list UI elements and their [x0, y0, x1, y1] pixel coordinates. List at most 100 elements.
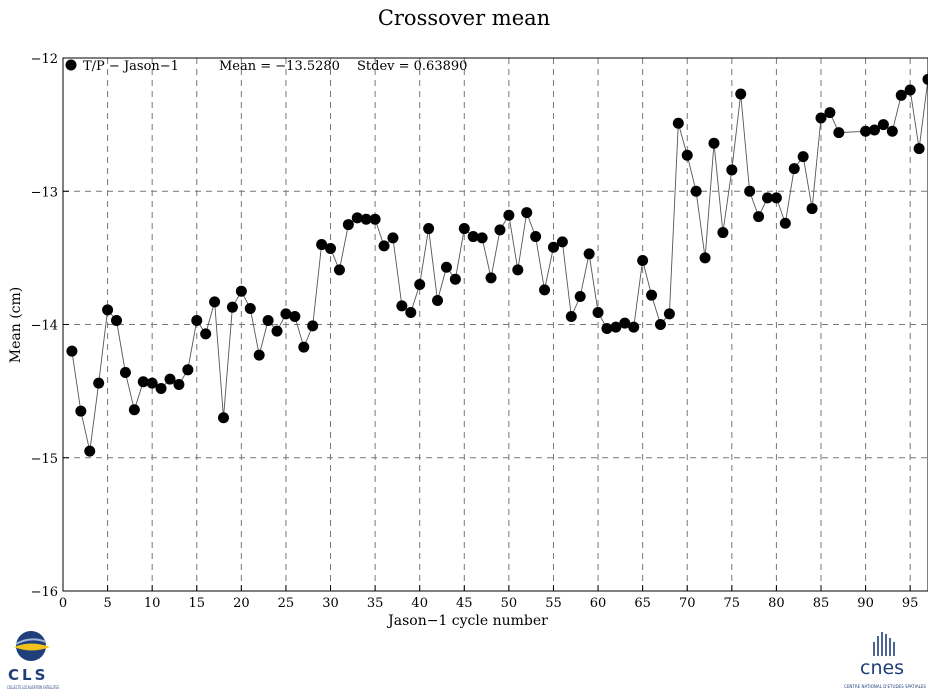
data-point: [744, 185, 756, 197]
grid-lines: [63, 58, 928, 591]
legend-label: T/P − Jason−1: [83, 59, 179, 74]
data-point: [423, 223, 435, 235]
y-tick-label: −13: [31, 185, 58, 200]
cnes-logo-sub: CENTRE NATIONAL D'ETUDES SPATIALES: [844, 684, 926, 689]
data-point: [904, 84, 916, 96]
y-tick-label: −16: [31, 585, 58, 600]
x-tick-label: 75: [724, 596, 741, 611]
data-point: [761, 192, 773, 204]
data-point: [708, 137, 720, 149]
legend: T/P − Jason−1 Mean = −13.5280 Stdev = 0.…: [65, 59, 467, 74]
data-point: [628, 321, 640, 333]
x-axis-label: Jason−1 cycle number: [386, 613, 548, 629]
data-point: [610, 321, 622, 333]
data-point: [913, 143, 925, 155]
data-point: [717, 227, 729, 239]
data-point: [770, 192, 782, 204]
data-point: [681, 149, 693, 161]
data-point: [779, 217, 791, 229]
chart-title: Crossover mean: [377, 6, 551, 30]
data-point: [485, 272, 497, 284]
mean-label: Mean = −13.5280: [219, 59, 340, 74]
data-point: [877, 119, 889, 131]
data-point: [922, 73, 928, 85]
data-point: [663, 308, 675, 320]
data-point: [164, 373, 176, 385]
data-point: [886, 125, 898, 137]
data-point: [458, 223, 470, 235]
data-point: [75, 405, 87, 417]
data-point: [565, 311, 577, 323]
data-point: [155, 382, 167, 394]
data-point: [788, 163, 800, 175]
data-point: [726, 164, 738, 176]
x-tick-label: 30: [322, 596, 339, 611]
y-tick-label: −12: [31, 52, 58, 67]
data-point: [325, 243, 337, 255]
data-point: [387, 232, 399, 244]
data-point: [414, 279, 426, 291]
data-point: [521, 207, 533, 219]
x-tick-label: 55: [545, 596, 562, 611]
data-point: [182, 364, 194, 376]
data-point: [66, 345, 78, 357]
cnes-emblem-icon: [873, 632, 895, 656]
data-point: [378, 240, 390, 252]
x-tick-labels: 0 5 10 15 20 25 30 35 40 45 50 55 60 65 70 75 80 85 90 95: [59, 596, 919, 611]
data-point: [735, 88, 747, 100]
cls-logo-name: CLS: [8, 666, 48, 684]
data-point: [405, 307, 417, 319]
data-point: [440, 261, 452, 273]
data-point: [619, 317, 631, 329]
x-tick-label: 45: [456, 596, 473, 611]
x-tick-label: 95: [902, 596, 919, 611]
data-point: [583, 248, 595, 260]
data-point: [298, 341, 310, 353]
data-point: [173, 378, 185, 390]
x-tick-label: 60: [590, 596, 607, 611]
x-tick-label: 70: [679, 596, 696, 611]
x-tick-label: 65: [634, 596, 651, 611]
data-point: [396, 300, 408, 312]
y-tick-label: −15: [31, 452, 58, 467]
data-point: [226, 301, 238, 313]
data-point: [672, 117, 684, 129]
data-point: [137, 376, 149, 388]
data-point: [592, 307, 604, 319]
data-point: [646, 289, 658, 301]
legend-marker: [65, 59, 77, 71]
data-point: [824, 107, 836, 119]
stdev-label: Stdev = 0.63890: [357, 59, 467, 74]
data-point: [271, 325, 283, 337]
data-point: [467, 231, 479, 243]
data-point: [200, 328, 212, 340]
data-point: [797, 151, 809, 163]
data-point: [530, 231, 542, 243]
data-point: [539, 284, 551, 296]
y-tick-labels: −16 −15 −14 −13 −12: [31, 52, 58, 600]
data-point: [753, 211, 765, 223]
series-line: [71, 79, 928, 452]
data-point: [280, 308, 292, 320]
data-point: [815, 112, 827, 124]
x-tick-label: 90: [857, 596, 874, 611]
data-point: [547, 241, 559, 253]
cnes-logo-name: cnes: [860, 657, 904, 679]
data-point: [601, 322, 613, 334]
data-point: [868, 124, 880, 136]
data-point: [235, 285, 247, 297]
x-tick-label: 0: [59, 596, 67, 611]
x-tick-label: 15: [188, 596, 205, 611]
data-point: [146, 377, 158, 389]
data-point: [833, 127, 845, 139]
data-point: [84, 445, 96, 457]
data-point: [307, 320, 319, 332]
data-point: [289, 311, 301, 323]
data-point: [244, 303, 256, 315]
data-point: [494, 224, 506, 236]
x-tick-label: 40: [411, 596, 428, 611]
data-point: [351, 212, 363, 224]
cls-logo: CLS COLLECTE LOCALISATION SATELLITES: [7, 631, 59, 690]
data-point: [253, 349, 265, 361]
